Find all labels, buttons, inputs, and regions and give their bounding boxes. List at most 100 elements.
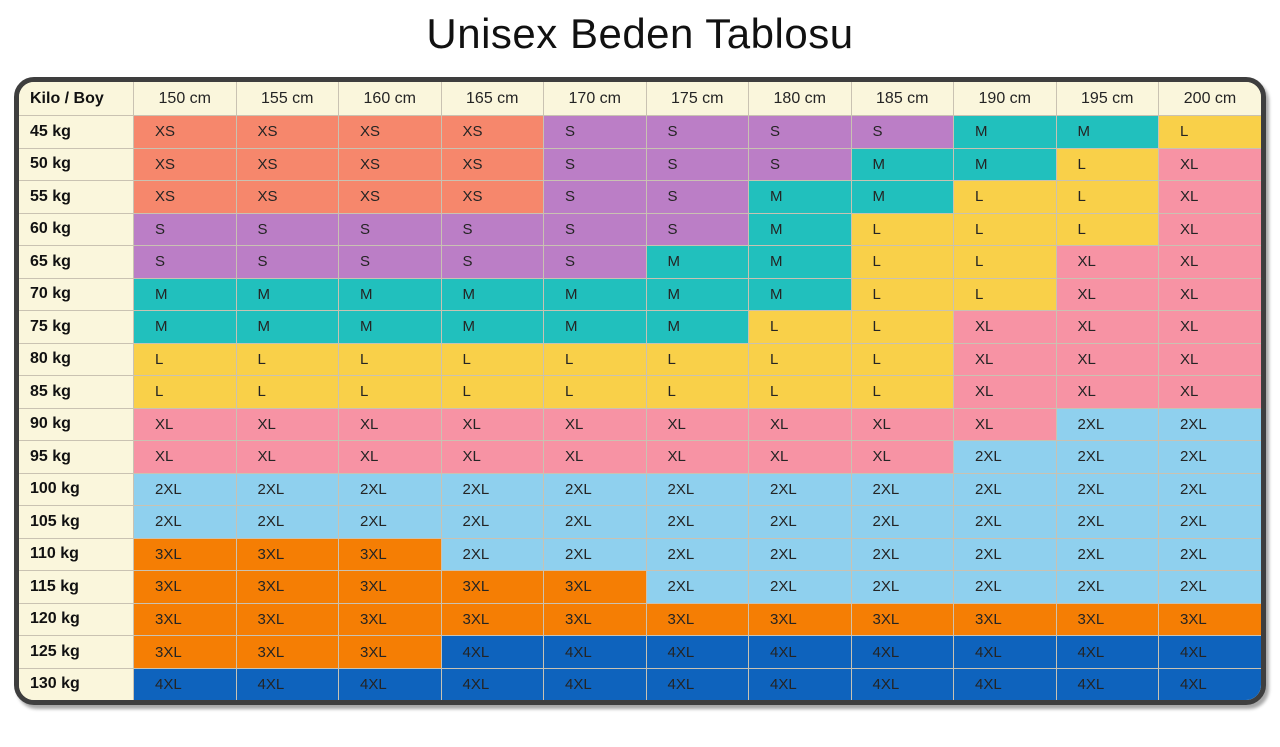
size-cell: 2XL [850, 537, 954, 572]
size-cell: 2XL [748, 505, 852, 539]
size-cell: L [850, 212, 954, 247]
size-cell: 2XL [953, 472, 1057, 507]
size-cell: S [543, 180, 647, 214]
size-cell: XS [440, 180, 544, 214]
size-cell: XL [1055, 245, 1159, 279]
size-cell: 2XL [543, 505, 647, 539]
size-cell: XL [953, 310, 1057, 344]
size-cell: 2XL [953, 537, 1057, 572]
size-cell: 4XL [850, 667, 954, 700]
size-cell: 2XL [1158, 407, 1261, 442]
size-cell: 3XL [133, 537, 237, 572]
column-header-cell: 200 cm [1158, 82, 1261, 116]
row-label-cell: 45 kg [19, 115, 134, 149]
size-cell: 4XL [1055, 635, 1159, 669]
size-cell: M [338, 277, 442, 312]
size-cell: 4XL [748, 667, 852, 700]
size-cell: 2XL [1158, 537, 1261, 572]
size-cell: 3XL [133, 602, 237, 637]
row-label-cell: 120 kg [19, 602, 134, 637]
size-cell: 2XL [338, 472, 442, 507]
row-label-cell: 95 kg [19, 440, 134, 474]
table-row: 95 kg XL XL XL XL XL XL XL XL 2XL 2XL 2XL [19, 440, 1261, 474]
size-cell: XL [235, 440, 339, 474]
size-cell: XS [133, 115, 237, 149]
size-cell: 3XL [850, 602, 954, 637]
size-cell: L [543, 375, 647, 409]
size-cell: 2XL [1158, 440, 1261, 474]
size-cell: L [748, 342, 852, 377]
size-cell: S [748, 147, 852, 182]
size-cell: L [440, 375, 544, 409]
size-cell: L [338, 342, 442, 377]
size-cell: 3XL [133, 635, 237, 669]
size-cell: 4XL [440, 667, 544, 700]
table-row: 45 kg XS XS XS XS S S S S M M L [19, 115, 1261, 149]
size-cell: XL [953, 342, 1057, 377]
size-cell: 3XL [748, 602, 852, 637]
size-cell: M [1055, 115, 1159, 149]
size-cell: 3XL [1055, 602, 1159, 637]
size-cell: 4XL [645, 635, 749, 669]
size-cell: M [133, 277, 237, 312]
size-cell: 2XL [645, 472, 749, 507]
size-cell: S [543, 115, 647, 149]
size-cell: XL [850, 407, 954, 442]
row-label-cell: 110 kg [19, 537, 134, 572]
size-cell: XL [543, 407, 647, 442]
size-cell: XL [748, 440, 852, 474]
size-cell: 2XL [1055, 440, 1159, 474]
row-label-cell: 130 kg [19, 667, 134, 700]
size-cell: XS [235, 180, 339, 214]
size-cell: 2XL [543, 537, 647, 572]
size-cell: 2XL [850, 505, 954, 539]
size-cell: 3XL [440, 602, 544, 637]
size-cell: M [953, 115, 1057, 149]
size-cell: L [953, 180, 1057, 214]
row-label-cell: 90 kg [19, 407, 134, 442]
size-cell: S [440, 212, 544, 247]
table-row: 105 kg 2XL 2XL 2XL 2XL 2XL 2XL 2XL 2XL 2XL 2XL 2XL [19, 505, 1261, 539]
size-cell: 4XL [953, 667, 1057, 700]
size-cell: XL [850, 440, 954, 474]
size-cell: L [133, 375, 237, 409]
size-cell: XS [440, 147, 544, 182]
size-cell: 2XL [133, 505, 237, 539]
table-row: 85 kg L L L L L L L L XL XL XL [19, 375, 1261, 409]
size-cell: XL [338, 440, 442, 474]
size-cell: L [645, 375, 749, 409]
size-cell: L [645, 342, 749, 377]
size-cell: XL [748, 407, 852, 442]
size-cell: XS [235, 115, 339, 149]
column-header-cell: 170 cm [543, 82, 647, 116]
size-cell: L [133, 342, 237, 377]
size-cell: 3XL [440, 570, 544, 604]
size-chart-frame: Kilo / Boy 150 cm 155 cm 160 cm 165 cm 170 c… [14, 77, 1266, 705]
size-cell: 3XL [235, 635, 339, 669]
column-header-cell: 160 cm [338, 82, 442, 116]
size-cell: XL [953, 375, 1057, 409]
table-row: 60 kg S S S S S S M L L L XL [19, 212, 1261, 247]
size-cell: M [440, 277, 544, 312]
size-cell: XL [1055, 277, 1159, 312]
size-cell: 3XL [1158, 602, 1261, 637]
row-label-cell: 115 kg [19, 570, 134, 604]
size-cell: S [645, 212, 749, 247]
size-cell: 3XL [338, 635, 442, 669]
table-row: 55 kg XS XS XS XS S S M M L L XL [19, 180, 1261, 214]
size-cell: S [235, 212, 339, 247]
size-cell: S [338, 245, 442, 279]
size-cell: 4XL [748, 635, 852, 669]
table-row: 50 kg XS XS XS XS S S S M M L XL [19, 147, 1261, 182]
size-cell: L [1158, 115, 1261, 149]
size-cell: L [850, 310, 954, 344]
size-cell: S [543, 245, 647, 279]
size-cell: XS [440, 115, 544, 149]
size-cell: M [748, 277, 852, 312]
size-cell: S [645, 147, 749, 182]
size-cell: M [748, 212, 852, 247]
size-cell: 3XL [235, 570, 339, 604]
table-row: 115 kg 3XL 3XL 3XL 3XL 3XL 2XL 2XL 2XL 2XL 2XL 2XL [19, 570, 1261, 604]
row-label-cell: 85 kg [19, 375, 134, 409]
